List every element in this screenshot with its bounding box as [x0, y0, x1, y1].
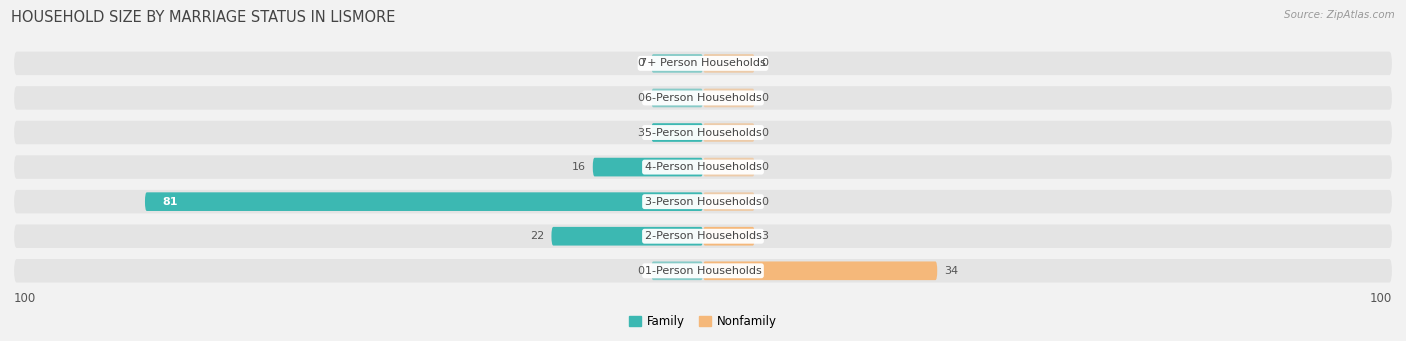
- Text: 0: 0: [637, 93, 644, 103]
- FancyBboxPatch shape: [551, 227, 703, 246]
- FancyBboxPatch shape: [14, 224, 1392, 248]
- Text: 0: 0: [762, 197, 769, 207]
- FancyBboxPatch shape: [651, 54, 703, 73]
- FancyBboxPatch shape: [14, 86, 1392, 110]
- FancyBboxPatch shape: [651, 123, 703, 142]
- Text: 81: 81: [162, 197, 177, 207]
- Text: 100: 100: [14, 292, 37, 305]
- Text: 16: 16: [572, 162, 586, 172]
- Text: 3-Person Households: 3-Person Households: [644, 197, 762, 207]
- Text: 0: 0: [637, 58, 644, 69]
- Text: 0: 0: [762, 128, 769, 137]
- FancyBboxPatch shape: [651, 262, 703, 280]
- Text: 22: 22: [530, 231, 544, 241]
- Legend: Family, Nonfamily: Family, Nonfamily: [624, 310, 782, 333]
- Text: 100: 100: [1369, 292, 1392, 305]
- Text: 5-Person Households: 5-Person Households: [644, 128, 762, 137]
- Text: 34: 34: [945, 266, 959, 276]
- FancyBboxPatch shape: [703, 158, 755, 176]
- FancyBboxPatch shape: [14, 190, 1392, 213]
- Text: Source: ZipAtlas.com: Source: ZipAtlas.com: [1284, 10, 1395, 20]
- Text: 0: 0: [762, 162, 769, 172]
- FancyBboxPatch shape: [14, 259, 1392, 283]
- FancyBboxPatch shape: [593, 158, 703, 176]
- Text: 3: 3: [637, 128, 644, 137]
- FancyBboxPatch shape: [703, 54, 755, 73]
- FancyBboxPatch shape: [14, 51, 1392, 75]
- Text: 0: 0: [762, 58, 769, 69]
- Text: 7+ Person Households: 7+ Person Households: [640, 58, 766, 69]
- FancyBboxPatch shape: [145, 192, 703, 211]
- FancyBboxPatch shape: [703, 227, 755, 246]
- FancyBboxPatch shape: [651, 89, 703, 107]
- Text: 3: 3: [762, 231, 769, 241]
- FancyBboxPatch shape: [14, 121, 1392, 144]
- Text: 2-Person Households: 2-Person Households: [644, 231, 762, 241]
- FancyBboxPatch shape: [703, 262, 938, 280]
- Text: 1-Person Households: 1-Person Households: [644, 266, 762, 276]
- Text: 4-Person Households: 4-Person Households: [644, 162, 762, 172]
- FancyBboxPatch shape: [703, 89, 755, 107]
- FancyBboxPatch shape: [14, 155, 1392, 179]
- Text: HOUSEHOLD SIZE BY MARRIAGE STATUS IN LISMORE: HOUSEHOLD SIZE BY MARRIAGE STATUS IN LIS…: [11, 10, 395, 25]
- Text: 0: 0: [762, 93, 769, 103]
- Text: 0: 0: [637, 266, 644, 276]
- FancyBboxPatch shape: [703, 123, 755, 142]
- Text: 6-Person Households: 6-Person Households: [644, 93, 762, 103]
- FancyBboxPatch shape: [703, 192, 755, 211]
